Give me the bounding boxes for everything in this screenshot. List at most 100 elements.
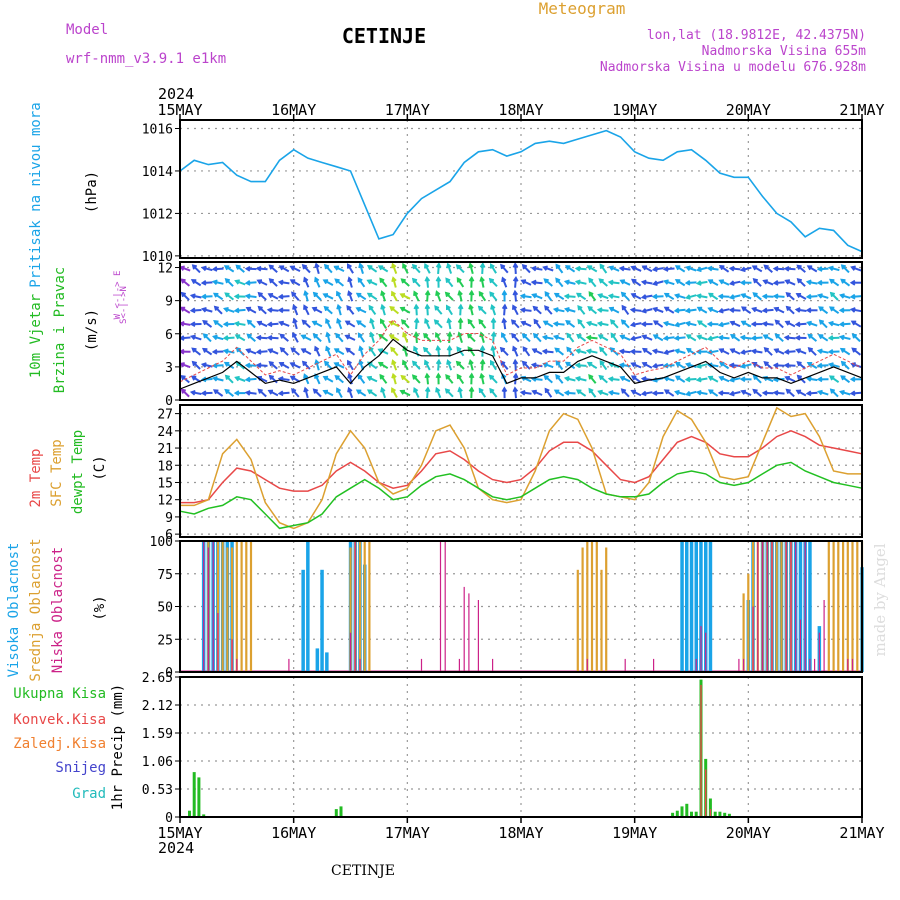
panel-frame xyxy=(179,261,863,401)
wind-arrow-head xyxy=(424,386,431,393)
wind-arrow-head xyxy=(277,293,284,300)
wind-arrow-head xyxy=(291,291,297,297)
wind-arrow-head xyxy=(532,332,539,339)
wind-arrow-head xyxy=(268,278,274,284)
wind-arrow-head xyxy=(402,359,408,366)
wind-arrow-head xyxy=(641,362,648,368)
wind-arrow-head xyxy=(278,362,285,367)
wind-arrow-head xyxy=(489,291,495,297)
wind-arrow-head xyxy=(466,333,473,339)
mid-cloud-bar xyxy=(827,541,830,672)
wind-arrow-head xyxy=(336,290,342,297)
wind-arrow-head xyxy=(552,307,559,313)
wind-arrow-head xyxy=(212,292,219,298)
wind-arrow-head xyxy=(685,334,692,340)
wind-arrow-head xyxy=(344,334,351,340)
wind-arrow-head xyxy=(674,265,681,271)
wind-arrow-head xyxy=(663,349,669,355)
wind-arrow-head xyxy=(640,376,647,382)
wind-arrow-head xyxy=(673,307,680,314)
panel-frame xyxy=(179,404,863,538)
wind-arrow-head xyxy=(444,388,451,394)
wind-arrow-head xyxy=(662,320,669,327)
low-cloud-bar xyxy=(814,658,816,672)
wind-arrow-head xyxy=(828,278,835,284)
wind-arrow-head xyxy=(850,265,856,271)
wind-arrow-head xyxy=(234,375,240,382)
wind-arrow-head xyxy=(577,305,583,311)
low-cloud-bar xyxy=(207,547,209,672)
y-tick-label: 18 xyxy=(157,459,173,474)
wind-arrow-head xyxy=(391,276,397,282)
wind-arrow-head xyxy=(379,318,385,324)
wind-arrow-head xyxy=(519,307,526,313)
wind-arrow-head xyxy=(839,347,846,353)
temp-unit: (C) xyxy=(92,455,108,480)
wind-arrow-head xyxy=(850,362,856,368)
wind-arrow-head xyxy=(554,347,560,353)
wind-arrow-head xyxy=(303,386,309,393)
wind-arrow-head xyxy=(300,348,307,354)
wind-arrow-head xyxy=(773,306,780,312)
wind-arrow-head xyxy=(267,389,274,395)
wind-arrow-head xyxy=(763,264,769,270)
wind-arrow-head xyxy=(323,305,329,312)
wind-arrow-head xyxy=(490,317,497,323)
wind-arrow-head xyxy=(510,319,517,325)
wind-arrow-head xyxy=(574,265,581,272)
wind-arrow-head xyxy=(685,362,691,368)
wind-arrow-head xyxy=(244,266,251,272)
low-cloud-bar xyxy=(743,658,745,672)
wind-arrow-head xyxy=(816,362,823,369)
wind-arrow-head xyxy=(620,388,627,394)
wind-arrow-head xyxy=(553,389,560,395)
wind-arrow-head xyxy=(630,278,637,284)
wind-arrow-head xyxy=(377,361,384,367)
wind-arrow-head xyxy=(750,348,757,355)
date-label-top: 20MAY xyxy=(726,101,771,119)
wind-arrow-head xyxy=(366,375,372,381)
pressure-label: Pritisak na nivou mora xyxy=(28,102,44,287)
wind-arrow-head xyxy=(322,279,329,285)
wind-arrow-head xyxy=(588,374,594,380)
conv-precip-bar xyxy=(705,769,707,817)
total-precip-bar xyxy=(202,814,206,817)
wind-arrow-head xyxy=(457,317,464,324)
legend-total: Ukupna Kisa xyxy=(13,686,106,702)
wind-arrow-head xyxy=(347,372,353,379)
wind-arrow-head xyxy=(784,320,791,326)
wind-arrow-head xyxy=(336,303,342,310)
wind-arrow-head xyxy=(608,306,615,312)
wind-arrow-head xyxy=(366,389,373,395)
wind-arrow-head xyxy=(696,306,703,312)
mid-cloud-bar xyxy=(581,547,584,672)
low-cloud-bar xyxy=(823,600,825,672)
wind-arrow-head xyxy=(488,374,495,380)
wind-arrow-head xyxy=(202,320,208,326)
total-precip-bar xyxy=(334,809,338,817)
wind-arrow-head xyxy=(662,266,669,272)
high-cloud-bar xyxy=(325,652,329,672)
wind-arrow-head xyxy=(575,389,582,395)
wind-arrow-head xyxy=(630,293,637,299)
wind-arrow-head xyxy=(311,320,318,326)
y-tick-label: 3 xyxy=(165,361,173,376)
wind-arrow-head xyxy=(456,277,462,283)
meteogram-label: Meteogram xyxy=(539,0,626,18)
high-cloud-bar xyxy=(699,541,703,672)
y-tick-label: 0 xyxy=(165,811,173,826)
wind-arrow-head xyxy=(739,349,746,355)
wind-arrow-head xyxy=(706,321,713,327)
y-tick-label: 1014 xyxy=(142,165,173,180)
wind-arrow-head xyxy=(314,359,320,365)
wind-arrow-head xyxy=(257,291,263,298)
wind-arrow-head xyxy=(588,277,594,283)
wind-arrow-head xyxy=(511,332,517,339)
wind-arrow-head xyxy=(566,332,572,338)
wind-arrow-head xyxy=(211,376,218,382)
wind-arrow-head xyxy=(706,362,713,368)
wind-arrow-head xyxy=(200,390,207,396)
wind-arrow-head xyxy=(685,390,691,397)
wind-arrow-head xyxy=(255,349,262,355)
mid-cloud-bar xyxy=(605,547,608,672)
